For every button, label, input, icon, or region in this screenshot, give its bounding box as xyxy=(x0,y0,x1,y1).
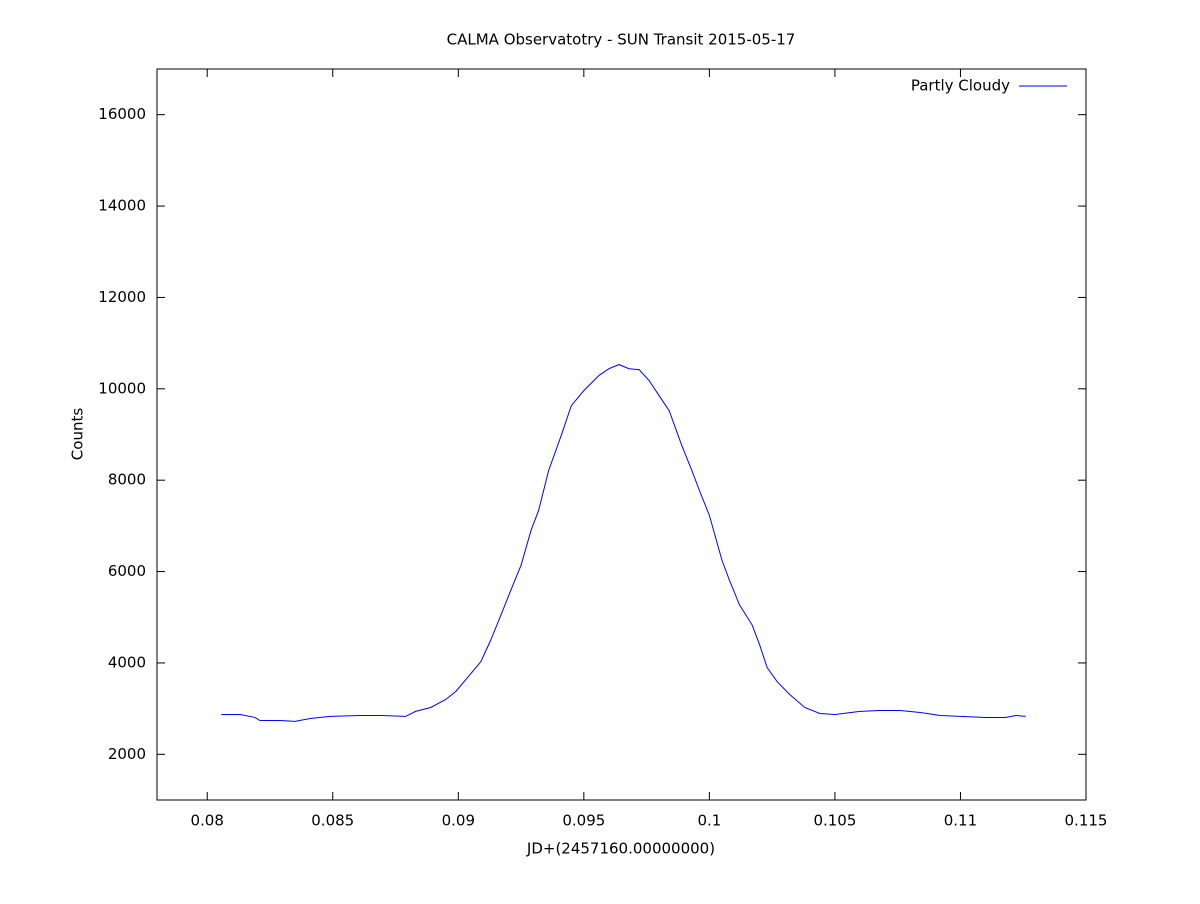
data-line xyxy=(221,364,1026,722)
y-axis-label: Counts xyxy=(69,408,87,461)
x-axis-label: JD+(2457160.00000000) xyxy=(526,840,715,858)
y-tick-label: 16000 xyxy=(98,105,146,123)
y-tick-label: 10000 xyxy=(98,379,146,397)
y-tick-label: 12000 xyxy=(98,288,146,306)
x-tick-label: 0.1 xyxy=(697,812,721,830)
x-tick-label: 0.09 xyxy=(442,812,475,830)
x-tick-label: 0.11 xyxy=(944,812,977,830)
x-tick-label: 0.095 xyxy=(562,812,605,830)
y-tick-label: 2000 xyxy=(108,745,146,763)
y-tick-label: 6000 xyxy=(108,562,146,580)
x-tick-label: 0.08 xyxy=(191,812,224,830)
plot-border xyxy=(156,68,1087,801)
x-tick-label: 0.105 xyxy=(813,812,856,830)
x-tick-label: 0.085 xyxy=(311,812,354,830)
x-tick-label: 0.115 xyxy=(1065,812,1108,830)
y-tick-label: 8000 xyxy=(108,471,146,489)
y-tick-label: 14000 xyxy=(98,197,146,215)
legend-label: Partly Cloudy xyxy=(911,77,1010,95)
chart-title: CALMA Observatotry - SUN Transit 2015-05… xyxy=(447,31,796,49)
y-tick-label: 4000 xyxy=(108,653,146,671)
